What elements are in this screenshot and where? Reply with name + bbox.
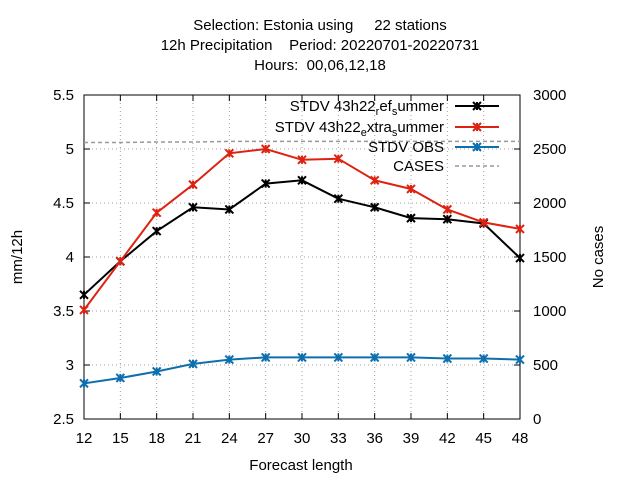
data-point-2 — [369, 352, 380, 363]
legend-sample-marker-1 — [472, 122, 482, 132]
y-tick-label: 2.5 — [53, 411, 74, 428]
y-tick-label: 3 — [66, 357, 74, 374]
data-point-1 — [151, 208, 162, 218]
data-point-2 — [333, 352, 344, 363]
data-point-2 — [151, 366, 162, 377]
y2-tick-label: 3000 — [533, 87, 566, 104]
x-tick-label: 48 — [512, 430, 529, 447]
legend-sample-marker-0 — [472, 101, 482, 111]
data-point-1 — [79, 305, 89, 315]
grid — [84, 95, 520, 419]
legend-label-1: STDV 43h22extrasummer — [275, 119, 444, 139]
legend-sample-marker-2 — [472, 142, 482, 152]
data-point-2 — [515, 354, 525, 365]
y-tick-label: 5.5 — [53, 87, 74, 104]
legend-label-2: STDV OBS — [368, 139, 444, 156]
x-tick-label: 21 — [185, 430, 202, 447]
y-axis-label: mm/12h — [9, 230, 26, 284]
series-layer — [79, 140, 525, 389]
data-point-0 — [224, 204, 235, 215]
x-tick-label: 39 — [403, 430, 420, 447]
y2-tick-label: 2000 — [533, 195, 566, 212]
legend-label-3: CASES — [393, 158, 444, 175]
x-tick-label: 24 — [221, 430, 238, 447]
series-line-0 — [83, 179, 521, 296]
data-point-0 — [188, 202, 198, 213]
x-tick-label: 36 — [366, 430, 383, 447]
x-tick-label: 30 — [294, 430, 311, 447]
data-point-1 — [188, 179, 198, 190]
x-tick-label: 33 — [330, 430, 347, 447]
y2-tick-label: 0 — [533, 411, 541, 428]
data-point-2 — [406, 352, 416, 363]
data-point-0 — [260, 178, 271, 189]
data-point-2 — [224, 354, 235, 365]
data-point-0 — [151, 226, 162, 236]
x-tick-label: 18 — [148, 430, 165, 447]
y-tick-label: 4 — [66, 249, 74, 266]
data-point-1 — [369, 175, 380, 186]
data-point-0 — [406, 213, 416, 223]
y2-tick-label: 1000 — [533, 303, 566, 320]
y2-axis-label: No cases — [590, 226, 607, 289]
data-point-0 — [369, 202, 380, 213]
data-point-1 — [442, 204, 453, 215]
x-axis-label: Forecast length — [249, 457, 352, 474]
data-point-1 — [406, 184, 416, 194]
data-point-2 — [478, 353, 489, 364]
chart-title-line-3: Hours: 00,06,12,18 — [254, 57, 386, 74]
series-line-3 — [84, 140, 520, 144]
data-point-1 — [224, 148, 235, 159]
y-tick-label: 3.5 — [53, 303, 74, 320]
data-point-1 — [515, 224, 525, 234]
data-point-2 — [297, 352, 307, 363]
data-point-2 — [442, 353, 453, 364]
data-point-1 — [297, 155, 307, 165]
y2-tick-label: 500 — [533, 357, 558, 374]
data-point-1 — [260, 144, 271, 154]
chart-title-line-1: Selection: Estonia using 22 stations — [193, 17, 447, 34]
y2-tick-label: 2500 — [533, 141, 566, 158]
data-point-1 — [478, 217, 489, 228]
data-point-1 — [115, 256, 126, 267]
x-tick-label: 27 — [257, 430, 274, 447]
y2-tick-label: 1500 — [533, 249, 566, 266]
data-point-2 — [115, 373, 126, 383]
data-point-0 — [297, 175, 307, 186]
x-tick-label: 45 — [475, 430, 492, 447]
data-point-0 — [515, 253, 525, 263]
data-point-0 — [79, 290, 89, 300]
y-tick-label: 5 — [66, 141, 74, 158]
data-point-2 — [188, 359, 198, 369]
axes: 12 15 18 21 24 27 30 33 36 39 42 45 48 2.5 3 3.5 4 4.5 5 5.… — [53, 87, 566, 447]
data-point-2 — [260, 352, 271, 363]
legend-label-0: STDV 43h22refsummer — [290, 98, 444, 118]
data-point-0 — [442, 214, 453, 224]
x-tick-label: 12 — [76, 430, 93, 447]
series-line-1 — [83, 147, 521, 311]
data-point-1 — [333, 154, 344, 164]
data-point-2 — [79, 378, 89, 389]
x-tick-label: 42 — [439, 430, 456, 447]
data-point-0 — [333, 193, 344, 204]
x-tick-label: 15 — [112, 430, 129, 447]
y-tick-label: 4.5 — [53, 195, 74, 212]
chart-title-line-2: 12h Precipitation Period: 20220701-20220… — [160, 37, 480, 54]
